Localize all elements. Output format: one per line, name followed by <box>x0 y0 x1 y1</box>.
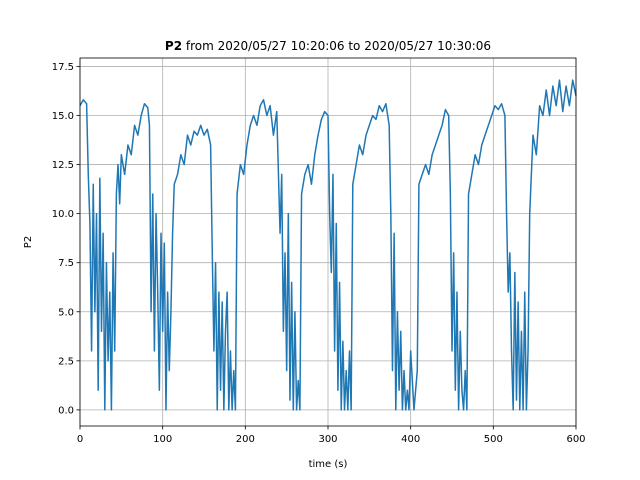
x-tick-label: 300 <box>318 434 337 445</box>
x-tick-label: 400 <box>401 434 420 445</box>
y-tick-label: 5.0 <box>58 307 74 318</box>
y-tick-label: 10.0 <box>52 209 74 220</box>
title-bold: P2 <box>165 39 182 53</box>
y-tick-label: 2.5 <box>58 356 74 367</box>
x-tick-label: 0 <box>77 434 83 445</box>
x-tick-label: 600 <box>566 434 585 445</box>
y-tick-label: 7.5 <box>58 258 74 269</box>
title-rest: from 2020/05/27 10:20:06 to 2020/05/27 1… <box>186 39 491 53</box>
y-tick-label: 12.5 <box>52 160 74 171</box>
chart-title: P2 from 2020/05/27 10:20:06 to 2020/05/2… <box>165 39 491 53</box>
y-axis-label: P2 <box>23 236 34 248</box>
plot-frame <box>79 57 577 427</box>
y-tick-label: 0.0 <box>58 405 74 416</box>
data-line <box>79 79 577 411</box>
x-tick-label: 100 <box>153 434 172 445</box>
x-tick-label: 500 <box>484 434 503 445</box>
x-axis-label: time (s) <box>309 459 348 470</box>
x-tick-label: 200 <box>236 434 255 445</box>
y-tick-label: 17.5 <box>52 62 74 73</box>
y-tick-label: 15.0 <box>52 111 74 122</box>
